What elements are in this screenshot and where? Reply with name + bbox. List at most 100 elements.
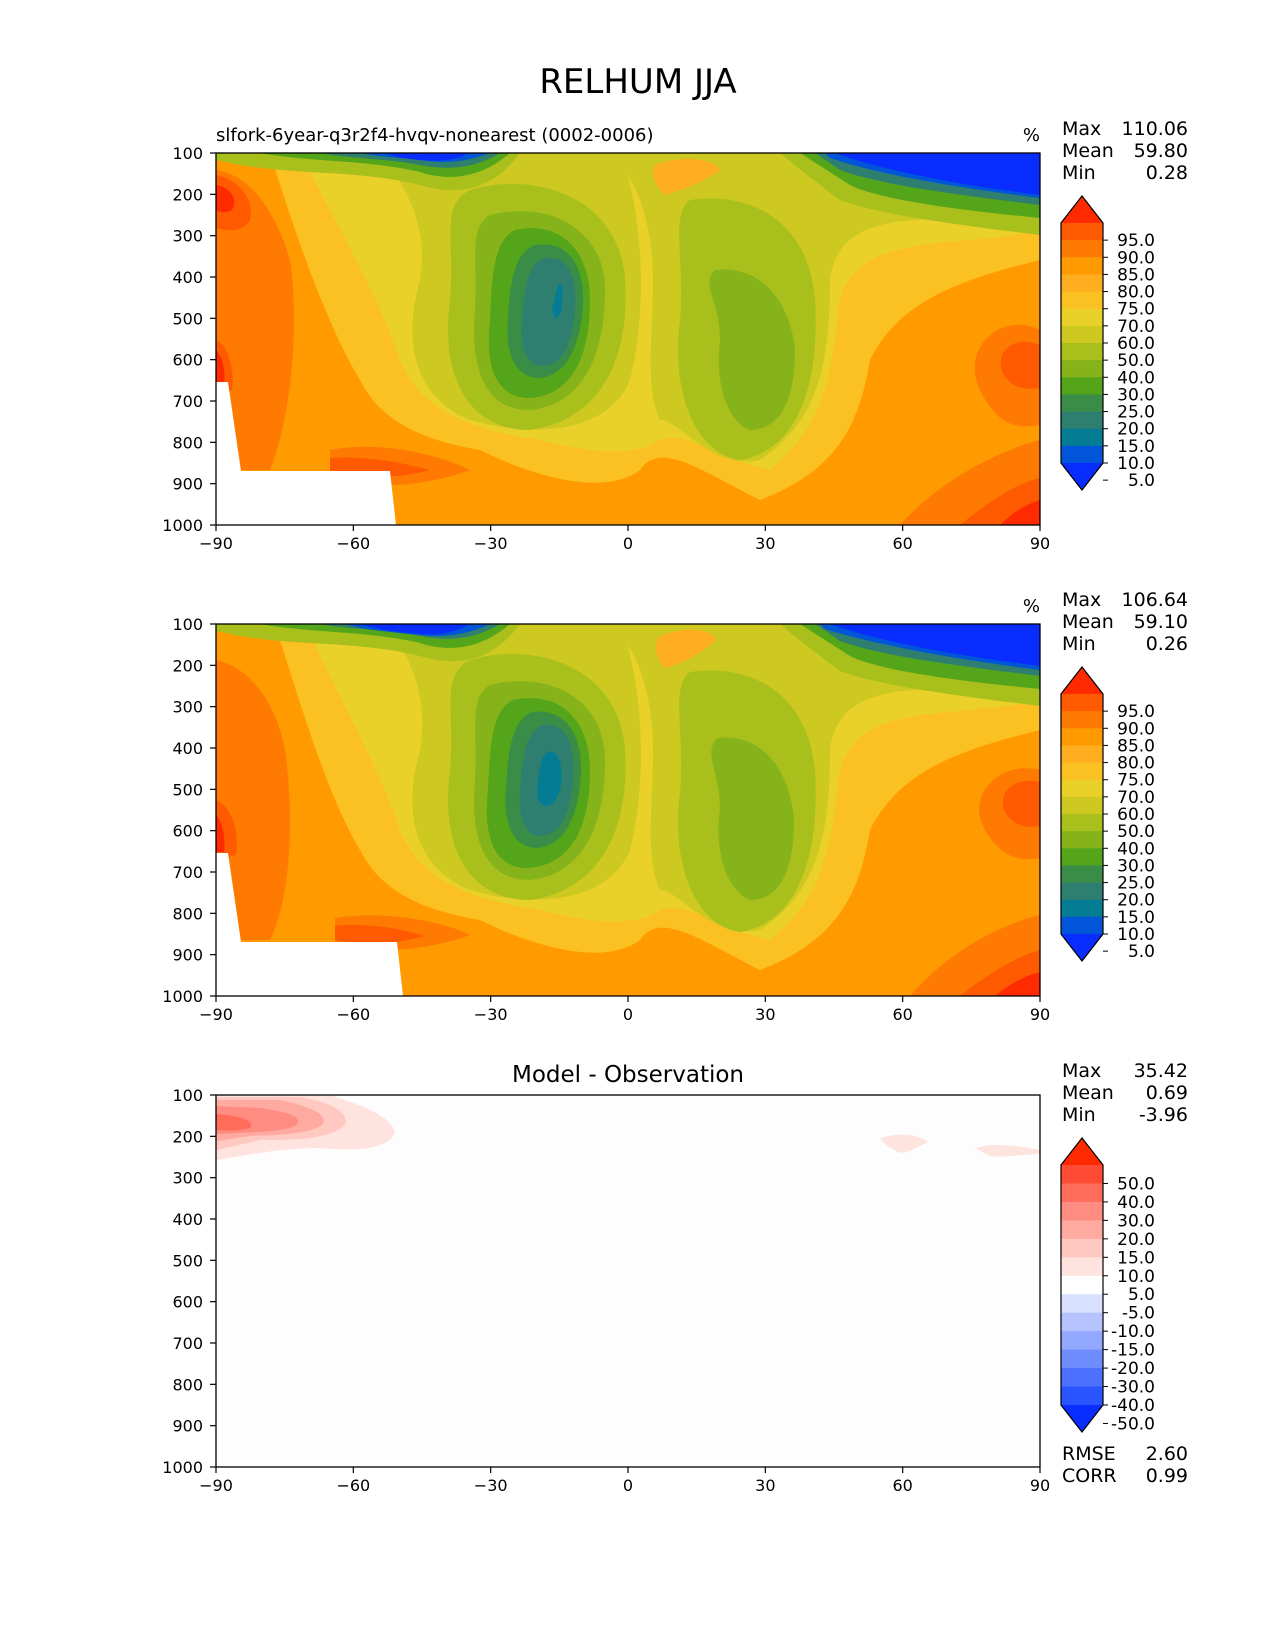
colorbar-swatch [1061,240,1103,258]
y-tick-label: 600 [172,351,203,370]
stat-value: 35.42 [1134,1060,1188,1082]
contour-left-10 [552,285,563,320]
axes-model: −90 −60 −30 0 30 60 90 100 200 300 400 500 600 700 800… [162,144,1050,553]
y-tick-label: 700 [172,392,203,411]
colorbar-label: 20.0 [1117,1230,1155,1250]
colorbar-label: 10.0 [1117,925,1155,945]
y-tick-label: 900 [172,946,203,965]
colorbar-extend-bottom [1061,934,1103,961]
colorbar-extend-top [1061,196,1103,223]
colorbar-label: 70.0 [1117,317,1155,337]
y-tick-label: 900 [172,475,203,494]
contour-south-90 [335,924,425,944]
stat-label: Mean [1062,611,1114,633]
contour-field-difference [216,1095,1040,1467]
colorbar-label: 25.0 [1117,874,1155,894]
contour-top-5 [385,153,1040,195]
contour-top-5 [360,624,1040,666]
colorbar-label: 75.0 [1117,771,1155,791]
y-tick-label: 400 [172,1210,203,1229]
contour-base [216,1095,1040,1467]
contour-west-95 [216,185,235,385]
colorbar-swatch [1061,1220,1103,1240]
stat-label: RMSE [1062,1443,1116,1465]
x-tick-label: 60 [892,534,912,553]
colorbar-swatch [1061,745,1103,764]
contour-field-model [216,153,1040,525]
colorbar-label: 30.0 [1117,385,1155,405]
contour-top-10 [360,153,1040,198]
colorbar-extend-top [1061,667,1103,694]
colorbar-difference: 50.040.030.020.015.010.05.0-5.0-10.0-15.… [1060,1137,1155,1434]
topography-mask [216,382,396,525]
contour-east-95 [1000,500,1040,525]
colorbar-label: 90.0 [1117,719,1155,739]
colorbar-label: -10.0 [1111,1322,1155,1342]
y-tick-label: 800 [172,433,203,452]
colorbar-label: 25.0 [1117,403,1155,423]
x-tick-label: 0 [623,534,633,553]
stat-value: 0.28 [1146,162,1188,184]
x-tick-label: −60 [336,534,370,553]
y-tick-label: 300 [172,227,203,246]
contour-center-75 [655,629,716,668]
contour-west-85 [216,170,294,470]
colorbar-label: -30.0 [1111,1378,1155,1398]
x-tick-label: 60 [892,1005,912,1024]
units-label: % [1023,596,1040,617]
colorbar-swatch [1061,257,1103,275]
colorbar-extend-bottom [1061,463,1103,490]
colorbar-label: 95.0 [1117,231,1155,251]
stat-value: -3.96 [1139,1104,1188,1126]
colorbar-label: 5.0 [1128,1285,1155,1305]
y-tick-label: 700 [172,863,203,882]
y-tick-label: 400 [172,739,203,758]
colorbar-swatch [1061,308,1103,327]
y-tick-label: 500 [172,1251,203,1270]
colorbar-label: 50.0 [1117,822,1155,842]
x-tick-label: 30 [755,1005,775,1024]
stat-label: CORR [1062,1465,1117,1487]
topography-mask [216,853,403,996]
x-tick-label: −90 [199,1476,233,1495]
x-tick-label: −60 [336,1005,370,1024]
colorbar-label: -20.0 [1111,1359,1155,1379]
contour-right-30 [711,737,794,900]
x-tick-label: 90 [1030,1476,1050,1495]
colorbar-model: 95.090.085.080.075.070.060.050.040.030.0… [1060,195,1155,491]
y-tick-label: 1000 [162,987,203,1006]
colorbar-swatch [1061,428,1103,447]
y-tick-label: 900 [172,1417,203,1436]
diff-right-a [880,1134,928,1153]
colorbar-label: 60.0 [1117,805,1155,825]
colorbar-swatch [1061,274,1103,293]
colorbar-label: 5.0 [1128,471,1155,491]
colorbar-swatch [1061,377,1103,395]
x-tick-label: −30 [474,1005,508,1024]
colorbar-swatch [1061,1183,1103,1203]
colorbar-swatch [1061,814,1103,832]
stat-value: 0.69 [1146,1082,1188,1104]
x-tick-label: 30 [755,534,775,553]
y-tick-label: 500 [172,780,203,799]
colorbar-swatch [1061,1349,1103,1369]
y-tick-label: 200 [172,185,203,204]
stats-difference: Max 35.42 Mean 0.69 Min -3.96 [1062,1060,1188,1126]
contour-east-95 [995,972,1040,996]
y-tick-label: 100 [172,1086,203,1105]
x-tick-label: −90 [199,534,233,553]
colorbar-label: 30.0 [1117,856,1155,876]
x-tick-label: 0 [623,1005,633,1024]
colorbar-swatch [1061,728,1103,746]
colorbar-extend-top [1061,1138,1103,1165]
stat-label: Min [1062,162,1096,184]
y-tick-label: 100 [172,615,203,634]
y-tick-label: 100 [172,144,203,163]
panel-title-difference: Model - Observation [512,1062,744,1088]
stat-label: Min [1062,633,1096,655]
stat-value: 0.26 [1146,633,1188,655]
stat-value: 2.60 [1146,1443,1188,1465]
units-label: % [1023,125,1040,146]
colorbar-label: 50.0 [1117,1174,1155,1194]
contour-field-observation [216,624,1040,996]
